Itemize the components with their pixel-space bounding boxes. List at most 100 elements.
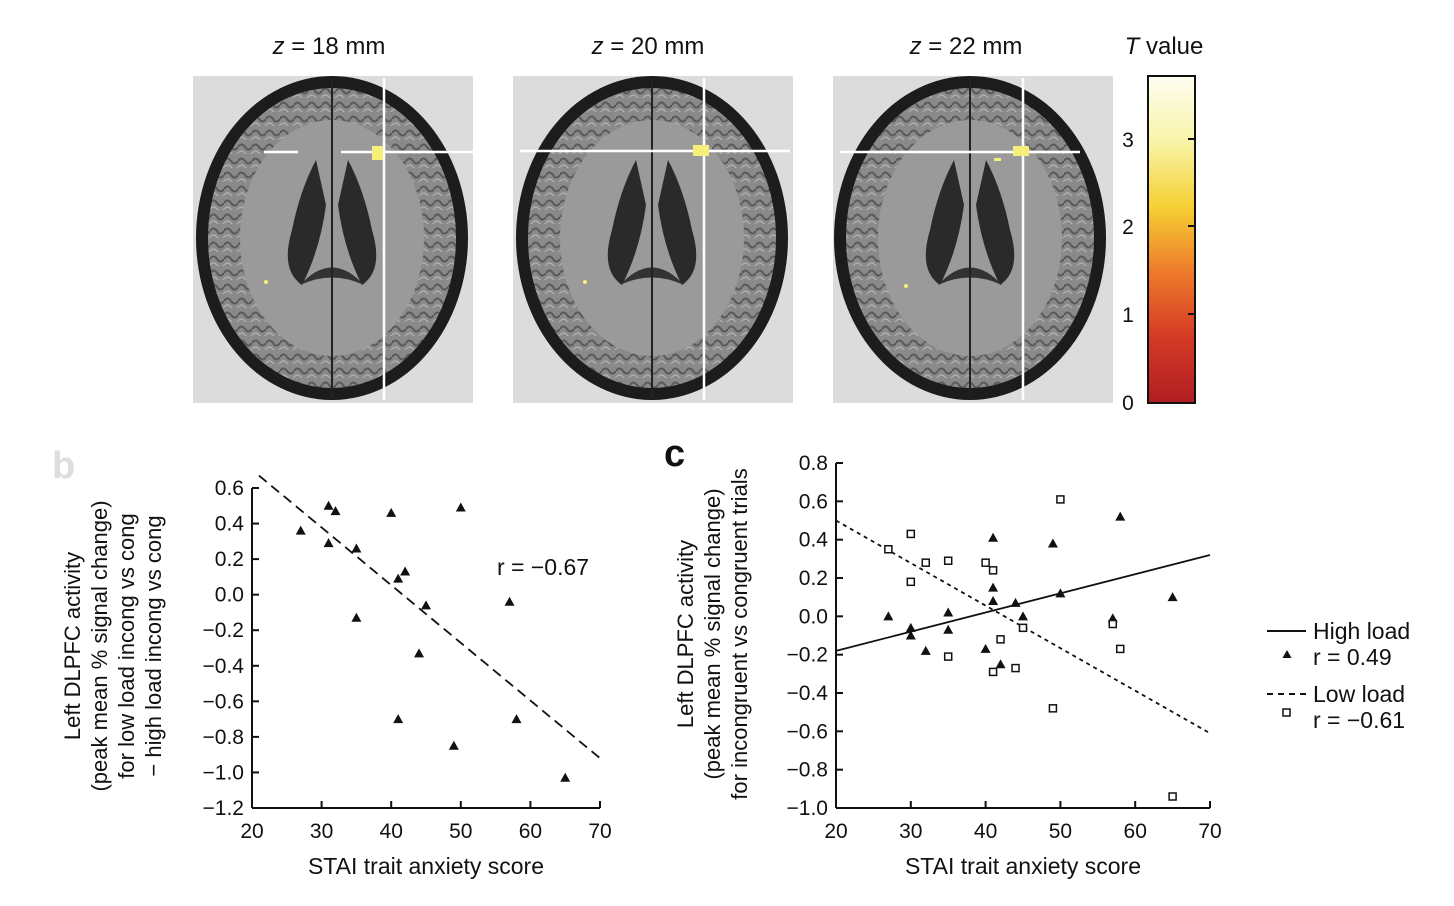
panel-b-ylabel-line-2: (peak mean % signal change) bbox=[87, 500, 112, 791]
panel-letter-c: c bbox=[664, 433, 685, 475]
panel-c-point-square bbox=[1115, 644, 1125, 654]
brain-image-1 bbox=[196, 76, 473, 400]
panel-b-point-triangle bbox=[323, 500, 334, 510]
legend: High load r = 0.49 Low load r = −0.61 bbox=[1267, 618, 1410, 733]
panel-c-point-triangle bbox=[1018, 611, 1028, 621]
panel-c-ylabel-line-1: Left DLPFC activity bbox=[673, 540, 698, 728]
slice-title-2: z = 20 mm bbox=[591, 33, 705, 60]
panel-c-ylabel-line-3: for incongruent vs congruent trials bbox=[727, 468, 752, 799]
panel-c-point-square bbox=[884, 545, 893, 554]
panel-c-ytick-label: 0.2 bbox=[799, 567, 828, 590]
panel-b-plot: 0.6 0.4 0.2 0.0 −0.2 −0.4 −0.6 −0.8 −1.0 −1.220 30… bbox=[203, 474, 612, 879]
panel-c-xtick-label: 60 bbox=[1124, 820, 1147, 843]
panel-c-point-triangle bbox=[943, 607, 954, 617]
panel-b-xtick-label: 20 bbox=[240, 820, 263, 843]
legend-high-load-label: High load bbox=[1313, 618, 1410, 644]
panel-c-xtick-label: 70 bbox=[1198, 820, 1221, 843]
brain-image-2 bbox=[516, 76, 790, 400]
panel-b-point-triangle bbox=[323, 538, 334, 548]
panel-b-point-triangle bbox=[504, 596, 515, 606]
brain-slice-panel-1: z = 18 mm bbox=[193, 33, 473, 403]
panel-b-point-triangle bbox=[421, 600, 431, 610]
panel-c-point-triangle bbox=[988, 532, 999, 542]
colorbar-tick-0: 0 bbox=[1122, 392, 1134, 415]
panel-c-point-triangle bbox=[995, 659, 1006, 669]
panel-b-ytick-label: −0.8 bbox=[203, 726, 244, 749]
panel-b-ytick-label: −0.6 bbox=[203, 690, 244, 713]
panel-b-point-triangle bbox=[414, 648, 425, 658]
panel-c-fit-line-0 bbox=[835, 554, 1211, 652]
panel-c-point-square bbox=[1048, 704, 1058, 713]
panel-b-r-annotation: r = −0.67 bbox=[497, 554, 589, 580]
colorbar-tick-1: 1 bbox=[1122, 304, 1134, 327]
panel-b-point-triangle bbox=[351, 612, 362, 622]
panel-c-ytick-label: −0.4 bbox=[787, 682, 829, 705]
panel-b-point-triangle bbox=[386, 507, 397, 517]
panel-c-point-triangle bbox=[943, 624, 954, 634]
panel-c-point-triangle bbox=[1115, 511, 1126, 521]
legend-high-load-r: r = 0.49 bbox=[1313, 644, 1392, 670]
panel-c-point-square bbox=[943, 556, 953, 565]
panel-c-point-square bbox=[988, 667, 998, 677]
panel-c-point-square bbox=[1011, 663, 1020, 673]
panel-c-point-square bbox=[1056, 495, 1065, 504]
legend-high-load-marker bbox=[1282, 650, 1292, 658]
panel-b-ylabel-line-1: Left DLPFC activity bbox=[60, 552, 85, 740]
panel-b-xtick-label: 30 bbox=[310, 820, 333, 843]
brain-image-3 bbox=[834, 76, 1106, 400]
panel-b-ylabel-line-4: − high load incong vs cong bbox=[141, 515, 166, 776]
legend-low-load-marker bbox=[1282, 708, 1291, 717]
panel-b-ytick-label: −1.2 bbox=[203, 797, 244, 820]
panel-c-ytick-label: −0.8 bbox=[787, 759, 828, 782]
panel-c-ytick-label: 0.8 bbox=[799, 452, 828, 475]
panel-b-point-triangle bbox=[560, 772, 571, 782]
panel-c-point-square bbox=[996, 635, 1005, 644]
colorbar-title: T value bbox=[1125, 33, 1204, 60]
panel-b-xtick-label: 60 bbox=[519, 820, 542, 843]
panel-c-ylabel: Left DLPFC activity (peak mean % signal … bbox=[673, 468, 752, 799]
panel-c-point-triangle bbox=[980, 643, 991, 653]
panel-c-ytick-label: 0.4 bbox=[799, 529, 829, 552]
panel-b-ytick-label: 0.4 bbox=[215, 513, 245, 536]
panel-b-point-triangle bbox=[393, 714, 404, 724]
panel-c-xlabel: STAI trait anxiety score bbox=[905, 853, 1141, 879]
panel-c-point-square bbox=[1108, 619, 1118, 629]
panel-b-ytick-label: 0.2 bbox=[215, 548, 244, 571]
scatter-panel-b: b Left DLPFC activity (peak mean % signa… bbox=[52, 445, 612, 879]
scatter-panel-c: c Left DLPFC activity (peak mean % signa… bbox=[664, 433, 1222, 879]
brain-slice-panel-3: z = 22 mm bbox=[833, 33, 1113, 403]
panel-b-point-triangle bbox=[393, 573, 404, 583]
panel-c-point-square bbox=[921, 558, 931, 567]
panel-c-point-triangle bbox=[1047, 538, 1058, 548]
panel-c-point-square bbox=[1168, 792, 1177, 801]
panel-b-point-triangle bbox=[351, 543, 362, 553]
colorbar-gradient bbox=[1147, 75, 1196, 404]
panel-b-ytick-label: 0.6 bbox=[215, 477, 244, 500]
panel-c-point-square bbox=[981, 558, 990, 567]
panel-c-point-triangle bbox=[988, 596, 999, 605]
panel-b-fit-line-0 bbox=[258, 474, 601, 759]
panel-b-point-triangle bbox=[400, 566, 411, 576]
panel-c-point-triangle bbox=[920, 645, 931, 655]
panel-b-ylabel-line-3: for low load incong vs cong bbox=[114, 513, 139, 778]
panel-b-ytick-label: −0.2 bbox=[203, 619, 244, 642]
panel-c-point-square bbox=[906, 529, 916, 539]
panel-c-point-triangle bbox=[1167, 592, 1178, 602]
panel-c-plot: 0.8 0.6 0.4 0.2 0.0 −0.2 −0.4 −0.6 −0.8 −1.020 30 4… bbox=[787, 452, 1222, 879]
panel-c-ytick-label: 0.6 bbox=[799, 490, 828, 513]
panel-c-xtick-label: 40 bbox=[974, 820, 997, 843]
slice-title-1: z = 18 mm bbox=[272, 33, 386, 60]
panel-b-xlabel: STAI trait anxiety score bbox=[308, 853, 544, 879]
panel-b-xtick-label: 40 bbox=[380, 820, 403, 843]
panel-c-ytick-label: −0.6 bbox=[787, 720, 828, 743]
panel-b-ytick-label: 0.0 bbox=[215, 584, 244, 607]
panel-c-point-triangle bbox=[883, 611, 894, 621]
panel-c-point-triangle bbox=[905, 630, 916, 640]
panel-c-point-triangle bbox=[1010, 597, 1021, 607]
panel-letter-b: b bbox=[52, 445, 75, 487]
panel-b-point-triangle bbox=[455, 502, 466, 512]
panel-b-point-triangle bbox=[330, 506, 341, 516]
panel-b-xtick-label: 50 bbox=[449, 820, 472, 843]
panel-b-point-triangle bbox=[511, 714, 522, 724]
